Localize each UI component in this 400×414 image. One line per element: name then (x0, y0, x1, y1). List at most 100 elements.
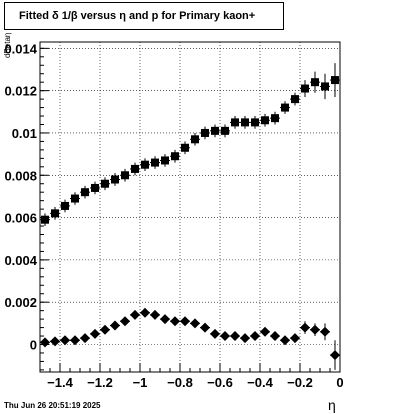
square-marker (91, 183, 99, 192)
square-marker (261, 116, 269, 125)
square-marker (211, 126, 219, 135)
diamond-marker-point (220, 331, 230, 342)
diamond-marker-point (90, 328, 100, 339)
square-marker (101, 179, 109, 188)
square-marker-point (330, 63, 340, 97)
y-tick-label: 0.008 (4, 168, 37, 183)
diamond-marker-point (40, 337, 50, 348)
square-marker (151, 158, 159, 167)
square-marker (51, 209, 59, 218)
square-marker-point (140, 158, 150, 172)
diamond-marker (240, 333, 250, 344)
square-marker (71, 194, 79, 203)
diamond-marker-point (120, 316, 130, 327)
diamond-marker-point (190, 318, 200, 329)
x-tick-label: −0.6 (207, 375, 233, 390)
square-marker-point (60, 199, 70, 213)
x-tick-label: −1.2 (87, 375, 113, 390)
diamond-marker (200, 322, 210, 333)
x-tick-label: −0.4 (247, 375, 273, 390)
diamond-marker-point (60, 335, 70, 346)
diamond-marker (180, 316, 190, 327)
diamond-marker (300, 322, 310, 333)
diamond-marker (250, 331, 260, 342)
diamond-marker (110, 320, 120, 331)
diamond-marker-point (330, 340, 340, 370)
diamond-marker-point (80, 333, 90, 344)
square-marker-point (160, 154, 170, 167)
plot-frame (39, 41, 341, 373)
diamond-marker-point (250, 331, 260, 342)
y-tick-label: 0.012 (4, 84, 37, 99)
axis-ticks (39, 47, 341, 372)
diamond-marker (100, 324, 110, 335)
square-marker (241, 118, 249, 127)
square-marker (181, 143, 189, 152)
data-points (40, 63, 340, 370)
diamond-marker-point (100, 324, 110, 335)
square-marker-point (250, 116, 260, 129)
square-marker-point (180, 141, 190, 155)
diamond-marker (260, 326, 270, 337)
x-tick-label: 0 (336, 375, 343, 390)
diamond-marker (140, 307, 150, 318)
square-marker-point (130, 162, 140, 176)
square-marker-point (190, 132, 200, 146)
diamond-marker-point (170, 316, 180, 327)
square-marker (41, 215, 49, 224)
diamond-marker (190, 318, 200, 329)
chart-title-box: Fitted δ 1/β versus η and p for Primary … (4, 2, 284, 30)
diamond-marker (290, 333, 300, 344)
diamond-marker (160, 314, 170, 325)
square-marker-point (200, 126, 210, 140)
square-marker-point (320, 73, 330, 100)
square-marker (111, 175, 119, 184)
diamond-marker (210, 328, 220, 339)
diamond-marker (270, 331, 280, 342)
diamond-marker (170, 316, 180, 327)
diamond-marker (80, 333, 90, 344)
square-marker-point (90, 181, 100, 195)
grid-lines (40, 42, 340, 372)
diamond-marker (330, 350, 340, 361)
square-marker (271, 114, 279, 123)
x-tick-label: −1 (133, 375, 148, 390)
square-marker (171, 152, 179, 161)
square-marker (81, 188, 89, 197)
square-marker (291, 95, 299, 104)
square-marker-point (230, 116, 240, 129)
y-tick-label: 0.002 (4, 295, 37, 310)
diamond-marker-point (320, 323, 330, 341)
diamond-marker (320, 326, 330, 337)
y-tick-label: 0 (30, 338, 37, 353)
diamond-marker (90, 328, 100, 339)
diamond-marker-point (270, 331, 280, 342)
square-marker (121, 171, 129, 180)
diamond-marker (120, 316, 130, 327)
diamond-marker-point (150, 309, 160, 320)
square-marker (61, 201, 69, 210)
diamond-marker-point (300, 321, 310, 334)
square-marker-point (300, 80, 310, 97)
square-marker (131, 164, 139, 173)
diamond-marker (310, 324, 320, 335)
diamond-marker (50, 336, 60, 347)
square-marker-point (150, 156, 160, 169)
square-marker (281, 103, 289, 112)
square-marker (301, 84, 309, 93)
diamond-marker-point (110, 320, 120, 331)
diamond-marker-point (200, 322, 210, 333)
square-marker-point (120, 168, 130, 182)
square-marker (201, 128, 209, 137)
diamond-marker (130, 309, 140, 320)
square-marker-point (220, 124, 230, 138)
diamond-marker-point (50, 336, 60, 347)
square-marker-point (280, 101, 290, 114)
y-tick-label: 0.006 (4, 211, 37, 226)
square-marker-point (40, 213, 50, 227)
diamond-marker (220, 331, 230, 342)
diamond-marker (150, 309, 160, 320)
square-marker-point (110, 173, 120, 186)
square-marker-point (50, 207, 60, 220)
